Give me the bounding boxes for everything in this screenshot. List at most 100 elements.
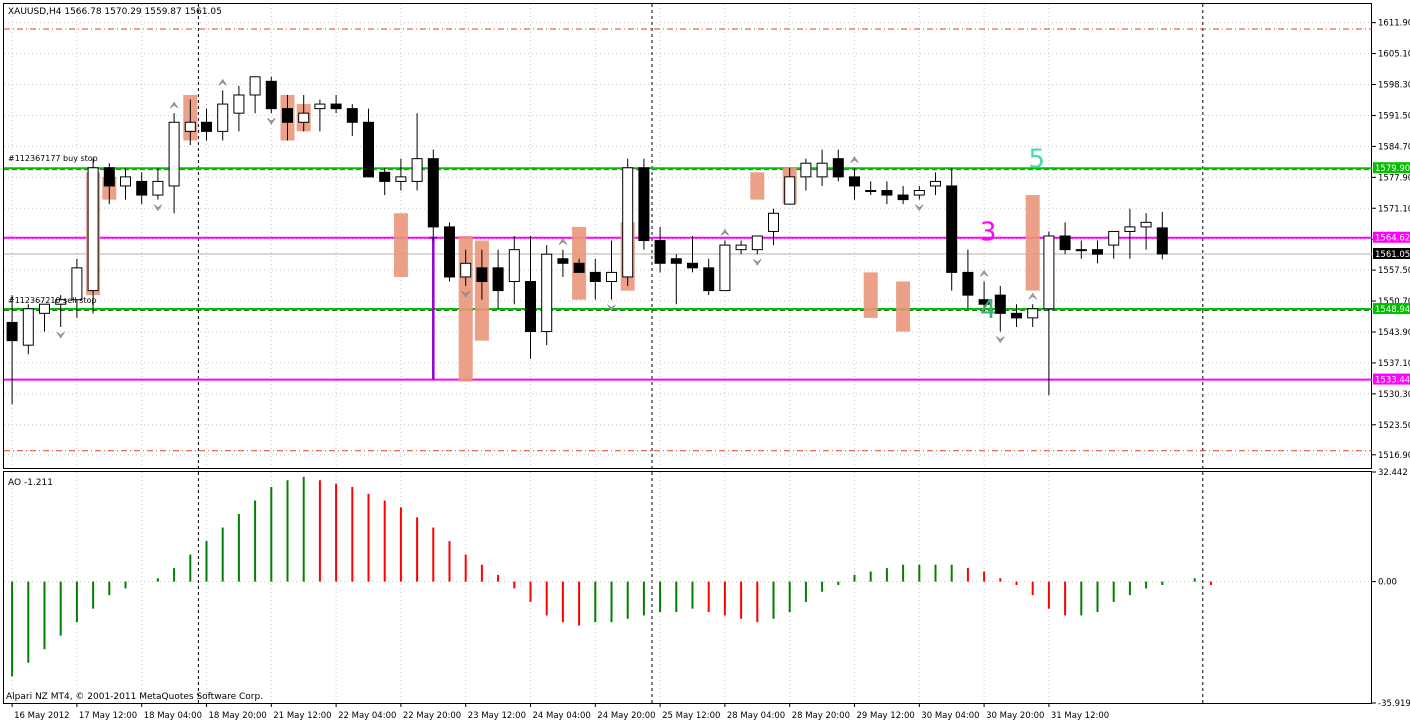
candle-bear[interactable]: [6, 321, 18, 342]
candle-bull[interactable]: [865, 190, 877, 193]
time-tick-label: 22 May 04:00: [338, 711, 396, 721]
candle-bull[interactable]: [298, 112, 310, 123]
candle-bull[interactable]: [816, 162, 828, 178]
fractal-up-icon: [558, 238, 568, 245]
candle-bear[interactable]: [589, 271, 601, 282]
candle-bear[interactable]: [978, 299, 990, 305]
candle-bear[interactable]: [573, 262, 585, 273]
candle-bull[interactable]: [1124, 226, 1136, 232]
candle-bear[interactable]: [962, 271, 974, 296]
fractal-up-icon: [979, 269, 989, 277]
candle-bull[interactable]: [460, 262, 472, 278]
candle-bull[interactable]: [1075, 249, 1087, 252]
candle-bear[interactable]: [1156, 227, 1168, 255]
candle-bear[interactable]: [557, 258, 569, 264]
candle-bear[interactable]: [427, 158, 439, 228]
candle-bull[interactable]: [217, 103, 229, 132]
time-tick-label: 17 May 12:00: [79, 711, 137, 721]
candle-bull[interactable]: [411, 158, 423, 182]
candle-bear[interactable]: [379, 171, 391, 182]
candle-bull[interactable]: [719, 244, 731, 292]
salmon-box: [750, 172, 765, 200]
candle-bull[interactable]: [508, 249, 520, 282]
candle-bear[interactable]: [492, 267, 504, 292]
candle-bull[interactable]: [168, 121, 180, 187]
candle-bull[interactable]: [249, 76, 261, 96]
candle-bear[interactable]: [1059, 235, 1071, 251]
indicator-pane-frame: [3, 471, 1372, 704]
candle-bear[interactable]: [363, 121, 374, 178]
sell-stop-order-label[interactable]: #112367210 sell stop: [8, 296, 96, 305]
candle-bull[interactable]: [541, 253, 553, 333]
candle-bear[interactable]: [201, 121, 212, 132]
candle-bear[interactable]: [330, 103, 342, 110]
candle-bull[interactable]: [784, 176, 796, 205]
candle-bear[interactable]: [654, 240, 666, 264]
candle-bear[interactable]: [670, 258, 682, 264]
candle-bull[interactable]: [55, 299, 67, 305]
candle-bull[interactable]: [120, 176, 131, 187]
candle-bull[interactable]: [622, 167, 634, 278]
candle-bull[interactable]: [735, 244, 747, 251]
candle-bear[interactable]: [946, 185, 958, 273]
candle-bear[interactable]: [1092, 249, 1103, 255]
candle-bull[interactable]: [22, 308, 34, 346]
candle-bear[interactable]: [282, 108, 293, 123]
candle-bull[interactable]: [606, 271, 617, 282]
candle-bull[interactable]: [751, 235, 763, 251]
price-tag-label: 1579.90: [1375, 164, 1410, 174]
candle-bull[interactable]: [768, 212, 779, 232]
candle-bull[interactable]: [184, 121, 196, 132]
candles-layer[interactable]: [6, 76, 1168, 405]
candle-bear[interactable]: [136, 180, 148, 196]
buy-stop-order-label[interactable]: #112367177 buy stop: [8, 154, 98, 163]
time-tick-label: 24 May 04:00: [533, 711, 591, 721]
candle-bear[interactable]: [994, 294, 1006, 314]
candle-bull[interactable]: [1108, 230, 1120, 246]
fractal-up-icon: [1028, 292, 1037, 300]
candle-bull[interactable]: [1043, 235, 1055, 310]
salmon-box: [1025, 195, 1040, 291]
candle-bear[interactable]: [832, 158, 844, 178]
candle-bear[interactable]: [703, 267, 715, 292]
candle-bull[interactable]: [395, 176, 407, 182]
candle-bear[interactable]: [897, 194, 909, 201]
candle-bear[interactable]: [444, 226, 455, 278]
time-tick-label: 30 May 20:00: [986, 711, 1044, 721]
candle-bull[interactable]: [314, 103, 326, 110]
candle-bear[interactable]: [265, 80, 277, 110]
price-tick-label: 1516.90: [1378, 451, 1410, 461]
candle-bull[interactable]: [913, 190, 925, 196]
price-tag-label: 1548.94: [1375, 305, 1410, 315]
candle-bear[interactable]: [687, 262, 698, 269]
candle-bull[interactable]: [930, 180, 941, 187]
candle-bull[interactable]: [71, 267, 83, 301]
price-tag-bg: [1373, 162, 1410, 174]
candle-bull[interactable]: [152, 180, 164, 196]
price-tick-label: 1557.50: [1378, 266, 1410, 276]
time-tick-label: 23 May 12:00: [468, 711, 526, 721]
candle-bear[interactable]: [476, 267, 488, 282]
candle-bull[interactable]: [233, 94, 245, 114]
fractals-layer: [56, 78, 1037, 344]
candle-bull[interactable]: [87, 167, 99, 292]
candle-bear[interactable]: [103, 167, 115, 187]
ao-tick-label: 0.00: [1378, 578, 1397, 588]
time-tick-label: 29 May 12:00: [857, 711, 915, 721]
candle-bull[interactable]: [1027, 308, 1039, 319]
price-tick-label: 1571.10: [1378, 204, 1410, 214]
candle-bear[interactable]: [525, 280, 536, 333]
fractal-down-icon: [996, 336, 1005, 344]
candle-bull[interactable]: [39, 303, 50, 314]
candle-bear[interactable]: [881, 190, 893, 196]
candle-bear[interactable]: [1011, 312, 1022, 319]
time-tick-label: 25 May 12:00: [662, 711, 720, 721]
candle-bear[interactable]: [849, 176, 860, 187]
candle-bear[interactable]: [346, 108, 358, 123]
price-tick-label: 1523.50: [1378, 421, 1410, 431]
candle-bear[interactable]: [638, 167, 650, 242]
candle-bull[interactable]: [800, 162, 812, 178]
candle-bull[interactable]: [1140, 221, 1152, 228]
